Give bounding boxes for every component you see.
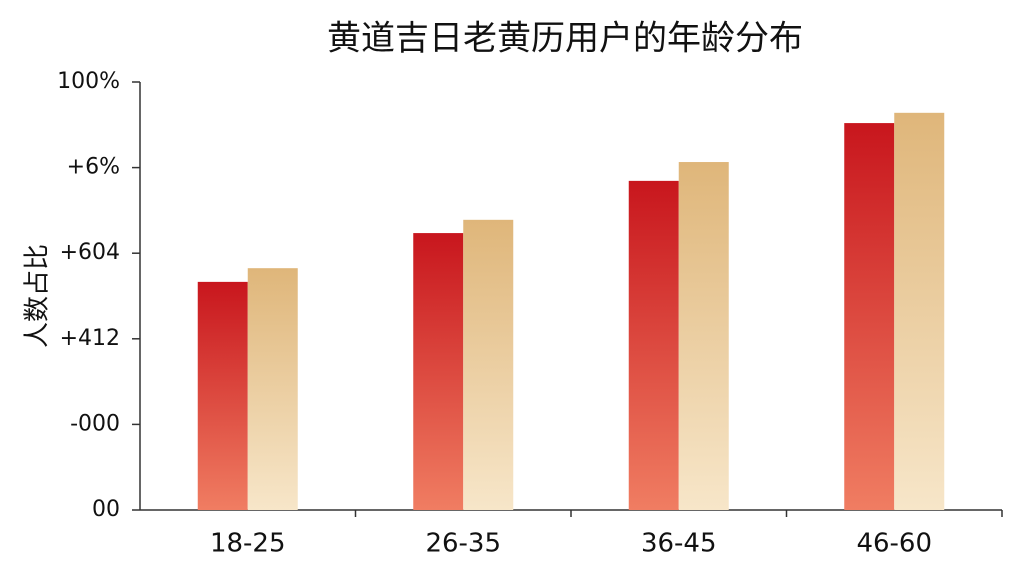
chart-title: 黄道吉日老黄历用户的年龄分布 (327, 19, 803, 59)
y-axis-label: 人数占比 (23, 244, 53, 348)
x-tick-label: 26-35 (425, 529, 501, 559)
bar (678, 162, 729, 510)
bar (628, 180, 679, 511)
y-tick-label: +604 (60, 240, 120, 265)
bar (844, 123, 895, 510)
y-tick-label: 100% (57, 69, 120, 94)
bar (463, 219, 514, 511)
bar (247, 268, 298, 510)
bar (894, 112, 945, 510)
x-tick-label: 36-45 (641, 529, 717, 559)
bar (197, 281, 248, 510)
y-tick-label: -000 (70, 411, 120, 436)
x-tick-label: 46-60 (856, 529, 932, 559)
y-tick-label: +6% (67, 155, 120, 180)
y-tick-label: +412 (60, 326, 120, 351)
x-tick-label: 18-25 (210, 529, 286, 559)
y-tick-label: 00 (92, 497, 120, 522)
bar (413, 233, 464, 511)
